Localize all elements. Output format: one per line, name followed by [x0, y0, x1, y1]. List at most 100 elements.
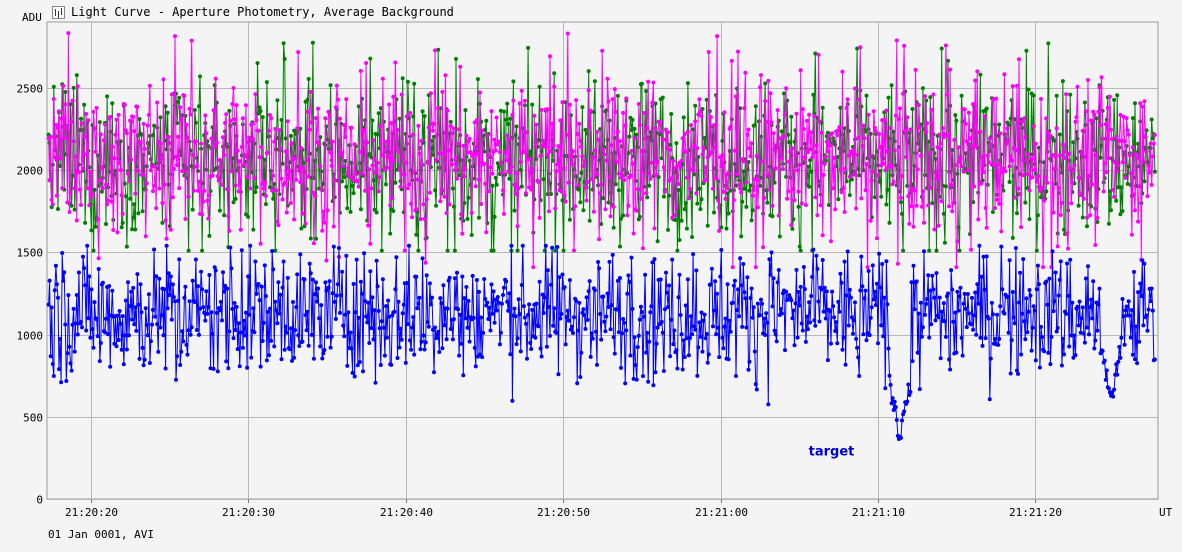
data-point [433, 188, 438, 193]
data-point [714, 332, 719, 337]
data-point [1032, 308, 1037, 313]
data-point [127, 179, 131, 184]
data-point [871, 109, 876, 114]
data-point [405, 186, 410, 191]
data-point [1082, 100, 1087, 105]
data-point [528, 149, 533, 154]
data-point [586, 289, 591, 294]
data-point [521, 149, 526, 154]
data-point [375, 132, 380, 137]
data-point [597, 266, 602, 271]
data-point [152, 123, 157, 128]
data-point [747, 359, 752, 364]
data-point [592, 79, 597, 84]
data-point [1115, 93, 1120, 98]
data-point [685, 277, 690, 282]
data-point [769, 120, 774, 125]
data-point [82, 152, 87, 157]
data-point [748, 183, 753, 188]
data-point [1007, 180, 1012, 184]
data-point [198, 306, 202, 311]
data-point [155, 322, 160, 327]
data-point [171, 166, 176, 171]
data-point [941, 135, 946, 140]
data-point [630, 161, 635, 166]
window-title: Light Curve - Aperture Photometry, Avera… [71, 5, 454, 19]
data-point [578, 138, 583, 143]
data-point [328, 345, 333, 350]
data-point [507, 291, 512, 296]
data-point [997, 201, 1002, 206]
data-point [217, 308, 222, 313]
data-point [908, 390, 913, 394]
data-point [158, 325, 163, 330]
data-point [825, 358, 830, 363]
data-point [1118, 212, 1123, 217]
data-point [214, 310, 219, 315]
data-point [885, 302, 890, 307]
data-point [812, 318, 817, 323]
data-point [732, 278, 737, 283]
data-point [104, 182, 108, 187]
data-point [667, 283, 672, 288]
data-point [72, 349, 77, 354]
data-point [868, 131, 873, 136]
data-point [855, 46, 860, 51]
data-point [764, 311, 769, 316]
data-point [666, 305, 670, 309]
data-point [468, 150, 473, 155]
data-point [791, 187, 796, 192]
data-point [1062, 156, 1066, 160]
data-point [414, 207, 419, 212]
data-point [1086, 78, 1090, 82]
data-point [1098, 155, 1103, 160]
data-point [218, 299, 223, 304]
data-point [371, 337, 376, 342]
data-point [1027, 188, 1032, 193]
data-point [1127, 313, 1132, 318]
data-point [1012, 195, 1017, 200]
data-point [1121, 314, 1126, 319]
data-point [630, 306, 635, 311]
data-point [365, 320, 370, 325]
data-point [1021, 257, 1026, 262]
data-point [1060, 336, 1065, 341]
data-point [303, 221, 308, 226]
data-point [411, 315, 416, 320]
data-point [190, 278, 195, 283]
data-point [272, 344, 277, 349]
data-point [594, 172, 598, 177]
data-point [343, 159, 348, 163]
data-point [977, 243, 982, 248]
data-point [981, 254, 986, 259]
data-point [591, 209, 596, 214]
data-point [341, 164, 346, 168]
data-point [211, 108, 216, 113]
data-point [797, 162, 802, 167]
data-point [844, 293, 849, 298]
data-point [900, 211, 904, 216]
data-point [889, 164, 894, 169]
data-point [724, 226, 729, 231]
data-point [969, 247, 973, 252]
data-point [103, 122, 107, 127]
data-point [734, 374, 738, 378]
data-point [200, 248, 205, 253]
data-point [275, 98, 280, 103]
data-point [615, 93, 620, 98]
data-point [54, 193, 59, 198]
data-point [761, 245, 766, 250]
data-point [280, 285, 285, 290]
data-point [627, 280, 632, 284]
data-point [339, 293, 344, 298]
data-point [349, 125, 354, 130]
data-point [756, 119, 761, 124]
chart-icon[interactable] [52, 5, 65, 19]
data-point [412, 169, 417, 174]
data-point [1133, 101, 1137, 106]
data-point [970, 295, 974, 300]
data-point [1077, 299, 1082, 304]
data-point [278, 146, 283, 151]
data-point [550, 245, 555, 250]
